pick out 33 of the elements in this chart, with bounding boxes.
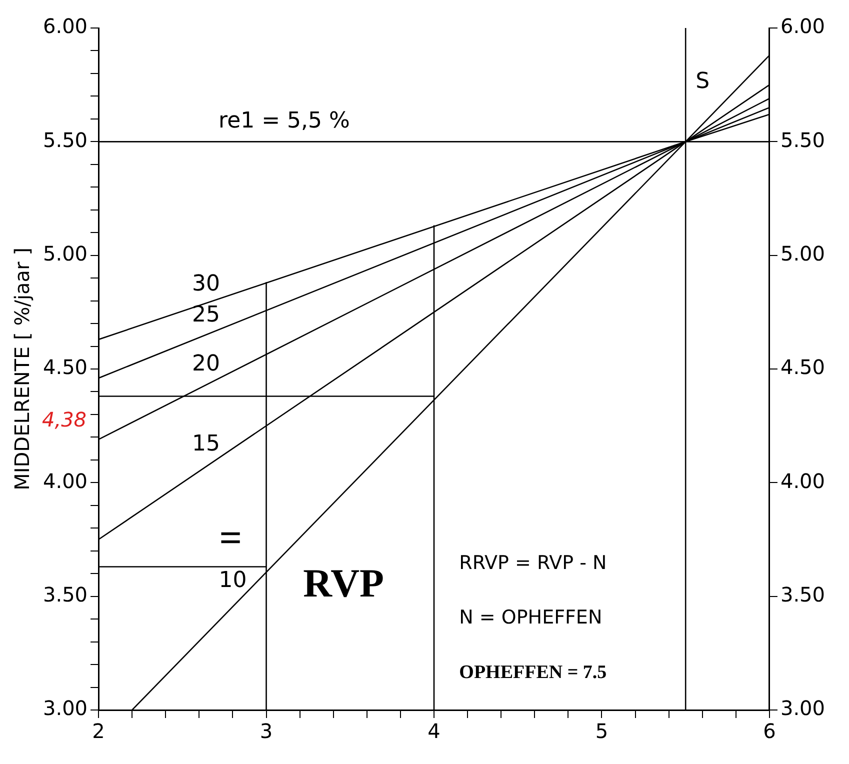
annotation: OPHEFFEN = 7.5 bbox=[459, 662, 607, 684]
x-tick-label: 3 bbox=[260, 719, 273, 744]
annotation: RRVP = RVP - N bbox=[459, 552, 607, 574]
y2-tick-label: 3.50 bbox=[780, 582, 825, 607]
x-tick-label: 6 bbox=[763, 719, 776, 744]
y2-tick-label: 6.00 bbox=[780, 14, 825, 38]
y2-tick-label: 5.00 bbox=[780, 242, 825, 266]
x-tick-label: 4 bbox=[428, 719, 440, 744]
series-label: 10 bbox=[218, 568, 247, 594]
annotation: N = OPHEFFEN bbox=[459, 606, 602, 629]
y-tick-label: 4.00 bbox=[43, 468, 88, 493]
y-tick-label: 3.50 bbox=[43, 582, 88, 607]
annotation: 4,38 bbox=[42, 407, 87, 432]
y2-tick-label: 4.00 bbox=[780, 468, 825, 493]
y-tick-label: 4.50 bbox=[43, 355, 88, 380]
annotation: RVP bbox=[303, 560, 384, 606]
y-axis-title: MIDDELRENTE [ %/jaar ] bbox=[10, 248, 34, 490]
y-tick-label: 5.00 bbox=[43, 242, 88, 266]
y2-tick-label: 4.50 bbox=[780, 355, 825, 380]
x-tick-label: 2 bbox=[92, 719, 105, 744]
y-tick-label: 3.00 bbox=[43, 696, 88, 720]
series-label: 15 bbox=[192, 432, 220, 457]
ref-line-label: re1 = 5,5 % bbox=[218, 108, 350, 134]
series-label: 20 bbox=[192, 352, 220, 377]
y2-tick-label: 5.50 bbox=[780, 128, 825, 152]
y-tick-label: 6.00 bbox=[43, 14, 88, 38]
y2-tick-label: 3.00 bbox=[780, 696, 825, 720]
series-label: 30 bbox=[192, 272, 220, 297]
series-label: 25 bbox=[192, 302, 220, 328]
x-tick-label: 5 bbox=[595, 719, 608, 744]
ref-line-label: S bbox=[696, 69, 710, 94]
annotation: = bbox=[219, 514, 242, 560]
y-tick-label: 5.50 bbox=[43, 128, 88, 152]
